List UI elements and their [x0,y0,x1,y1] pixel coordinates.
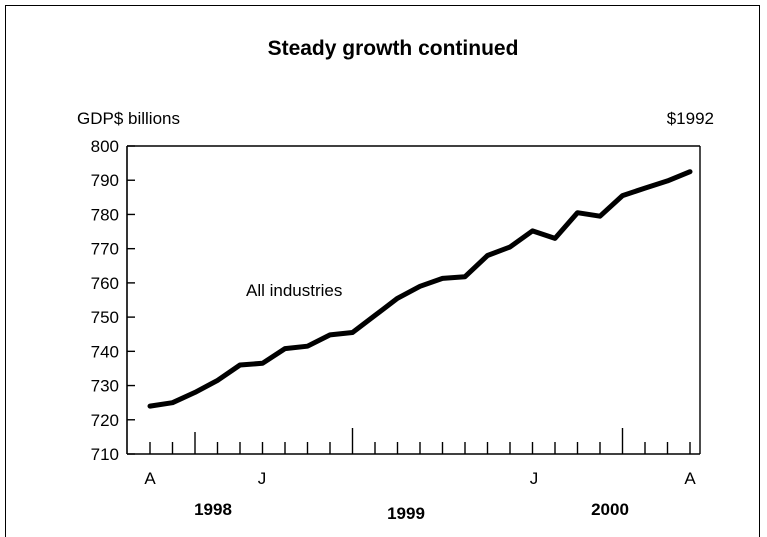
month-label-january-2000: J [530,469,539,488]
month-label-april-1998: A [144,469,156,488]
y-tick-label: 720 [91,411,119,430]
month-label-april-2000: A [684,469,696,488]
y-ticks: 710 720 730 740 750 760 770 780 790 800 [91,137,135,464]
y-tick-label: 760 [91,274,119,293]
y-tick-label: 790 [91,171,119,190]
y-tick-label: 750 [91,308,119,327]
x-ticks [149,428,691,454]
y-tick-label: 730 [91,377,119,396]
units-note: $1992 [667,109,714,128]
y-tick-label: 770 [91,240,119,259]
y-tick-label: 710 [91,445,119,464]
year-label-2000: 2000 [591,500,629,519]
series-annotation: All industries [246,281,342,300]
chart-title: Steady growth continued [268,37,519,60]
y-tick-label: 780 [91,205,119,224]
series-line-all-industries [147,169,693,409]
y-axis-label: GDP$ billions [77,109,180,128]
y-tick-label: 740 [91,342,119,361]
month-label-june-1998: J [258,469,267,488]
y-tick-label: 800 [91,137,119,156]
chart-frame [5,5,760,537]
year-label-1998: 1998 [194,500,232,519]
year-label-1999: 1999 [387,504,425,523]
